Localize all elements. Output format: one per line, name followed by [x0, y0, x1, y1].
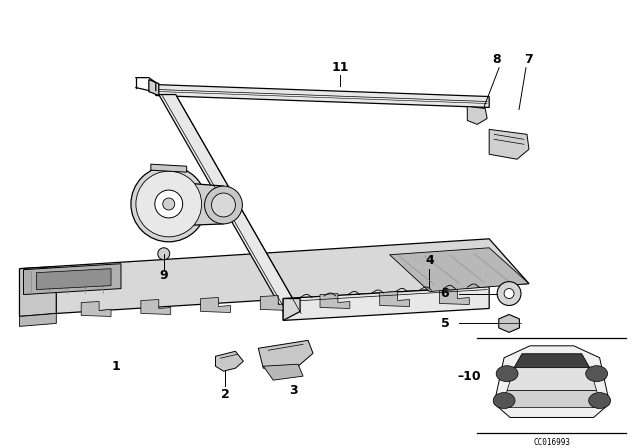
Text: 7: 7 — [525, 53, 533, 66]
Ellipse shape — [496, 366, 518, 382]
Polygon shape — [24, 264, 121, 294]
Polygon shape — [514, 354, 589, 368]
Polygon shape — [499, 314, 520, 332]
Ellipse shape — [493, 392, 515, 409]
Polygon shape — [36, 269, 111, 289]
Polygon shape — [19, 314, 56, 327]
Polygon shape — [200, 297, 230, 312]
Circle shape — [205, 186, 243, 224]
Polygon shape — [440, 289, 469, 305]
Polygon shape — [467, 107, 487, 125]
Text: 8: 8 — [492, 53, 500, 66]
Polygon shape — [263, 364, 303, 380]
Text: 5: 5 — [440, 317, 449, 330]
Circle shape — [131, 166, 207, 242]
Polygon shape — [216, 351, 243, 371]
Circle shape — [212, 193, 236, 217]
Polygon shape — [141, 300, 171, 314]
Polygon shape — [380, 292, 410, 306]
Polygon shape — [151, 164, 187, 172]
Polygon shape — [494, 346, 609, 418]
Text: CC016993: CC016993 — [533, 438, 570, 447]
Text: –10: –10 — [458, 370, 481, 383]
Text: 4: 4 — [425, 254, 434, 267]
Polygon shape — [159, 95, 300, 311]
Polygon shape — [489, 129, 529, 159]
Text: 11: 11 — [331, 61, 349, 74]
Polygon shape — [390, 248, 529, 292]
Text: 1: 1 — [111, 360, 120, 373]
Polygon shape — [19, 267, 56, 316]
Polygon shape — [19, 239, 529, 314]
Polygon shape — [259, 340, 313, 368]
Text: 9: 9 — [159, 269, 168, 282]
Circle shape — [136, 171, 202, 237]
Circle shape — [158, 248, 170, 260]
Ellipse shape — [586, 366, 607, 382]
Text: 3: 3 — [289, 383, 298, 396]
Circle shape — [504, 289, 514, 298]
Polygon shape — [260, 296, 290, 310]
Polygon shape — [283, 287, 489, 320]
Polygon shape — [173, 182, 223, 226]
Polygon shape — [502, 391, 602, 408]
Circle shape — [497, 282, 521, 306]
Polygon shape — [283, 298, 300, 320]
Text: 2: 2 — [221, 388, 230, 401]
Polygon shape — [149, 80, 159, 95]
Polygon shape — [507, 368, 596, 391]
Polygon shape — [320, 293, 350, 309]
Circle shape — [163, 198, 175, 210]
Polygon shape — [81, 302, 111, 316]
Polygon shape — [156, 85, 489, 108]
Circle shape — [155, 190, 182, 218]
Ellipse shape — [589, 392, 611, 409]
Text: 6: 6 — [441, 287, 449, 300]
